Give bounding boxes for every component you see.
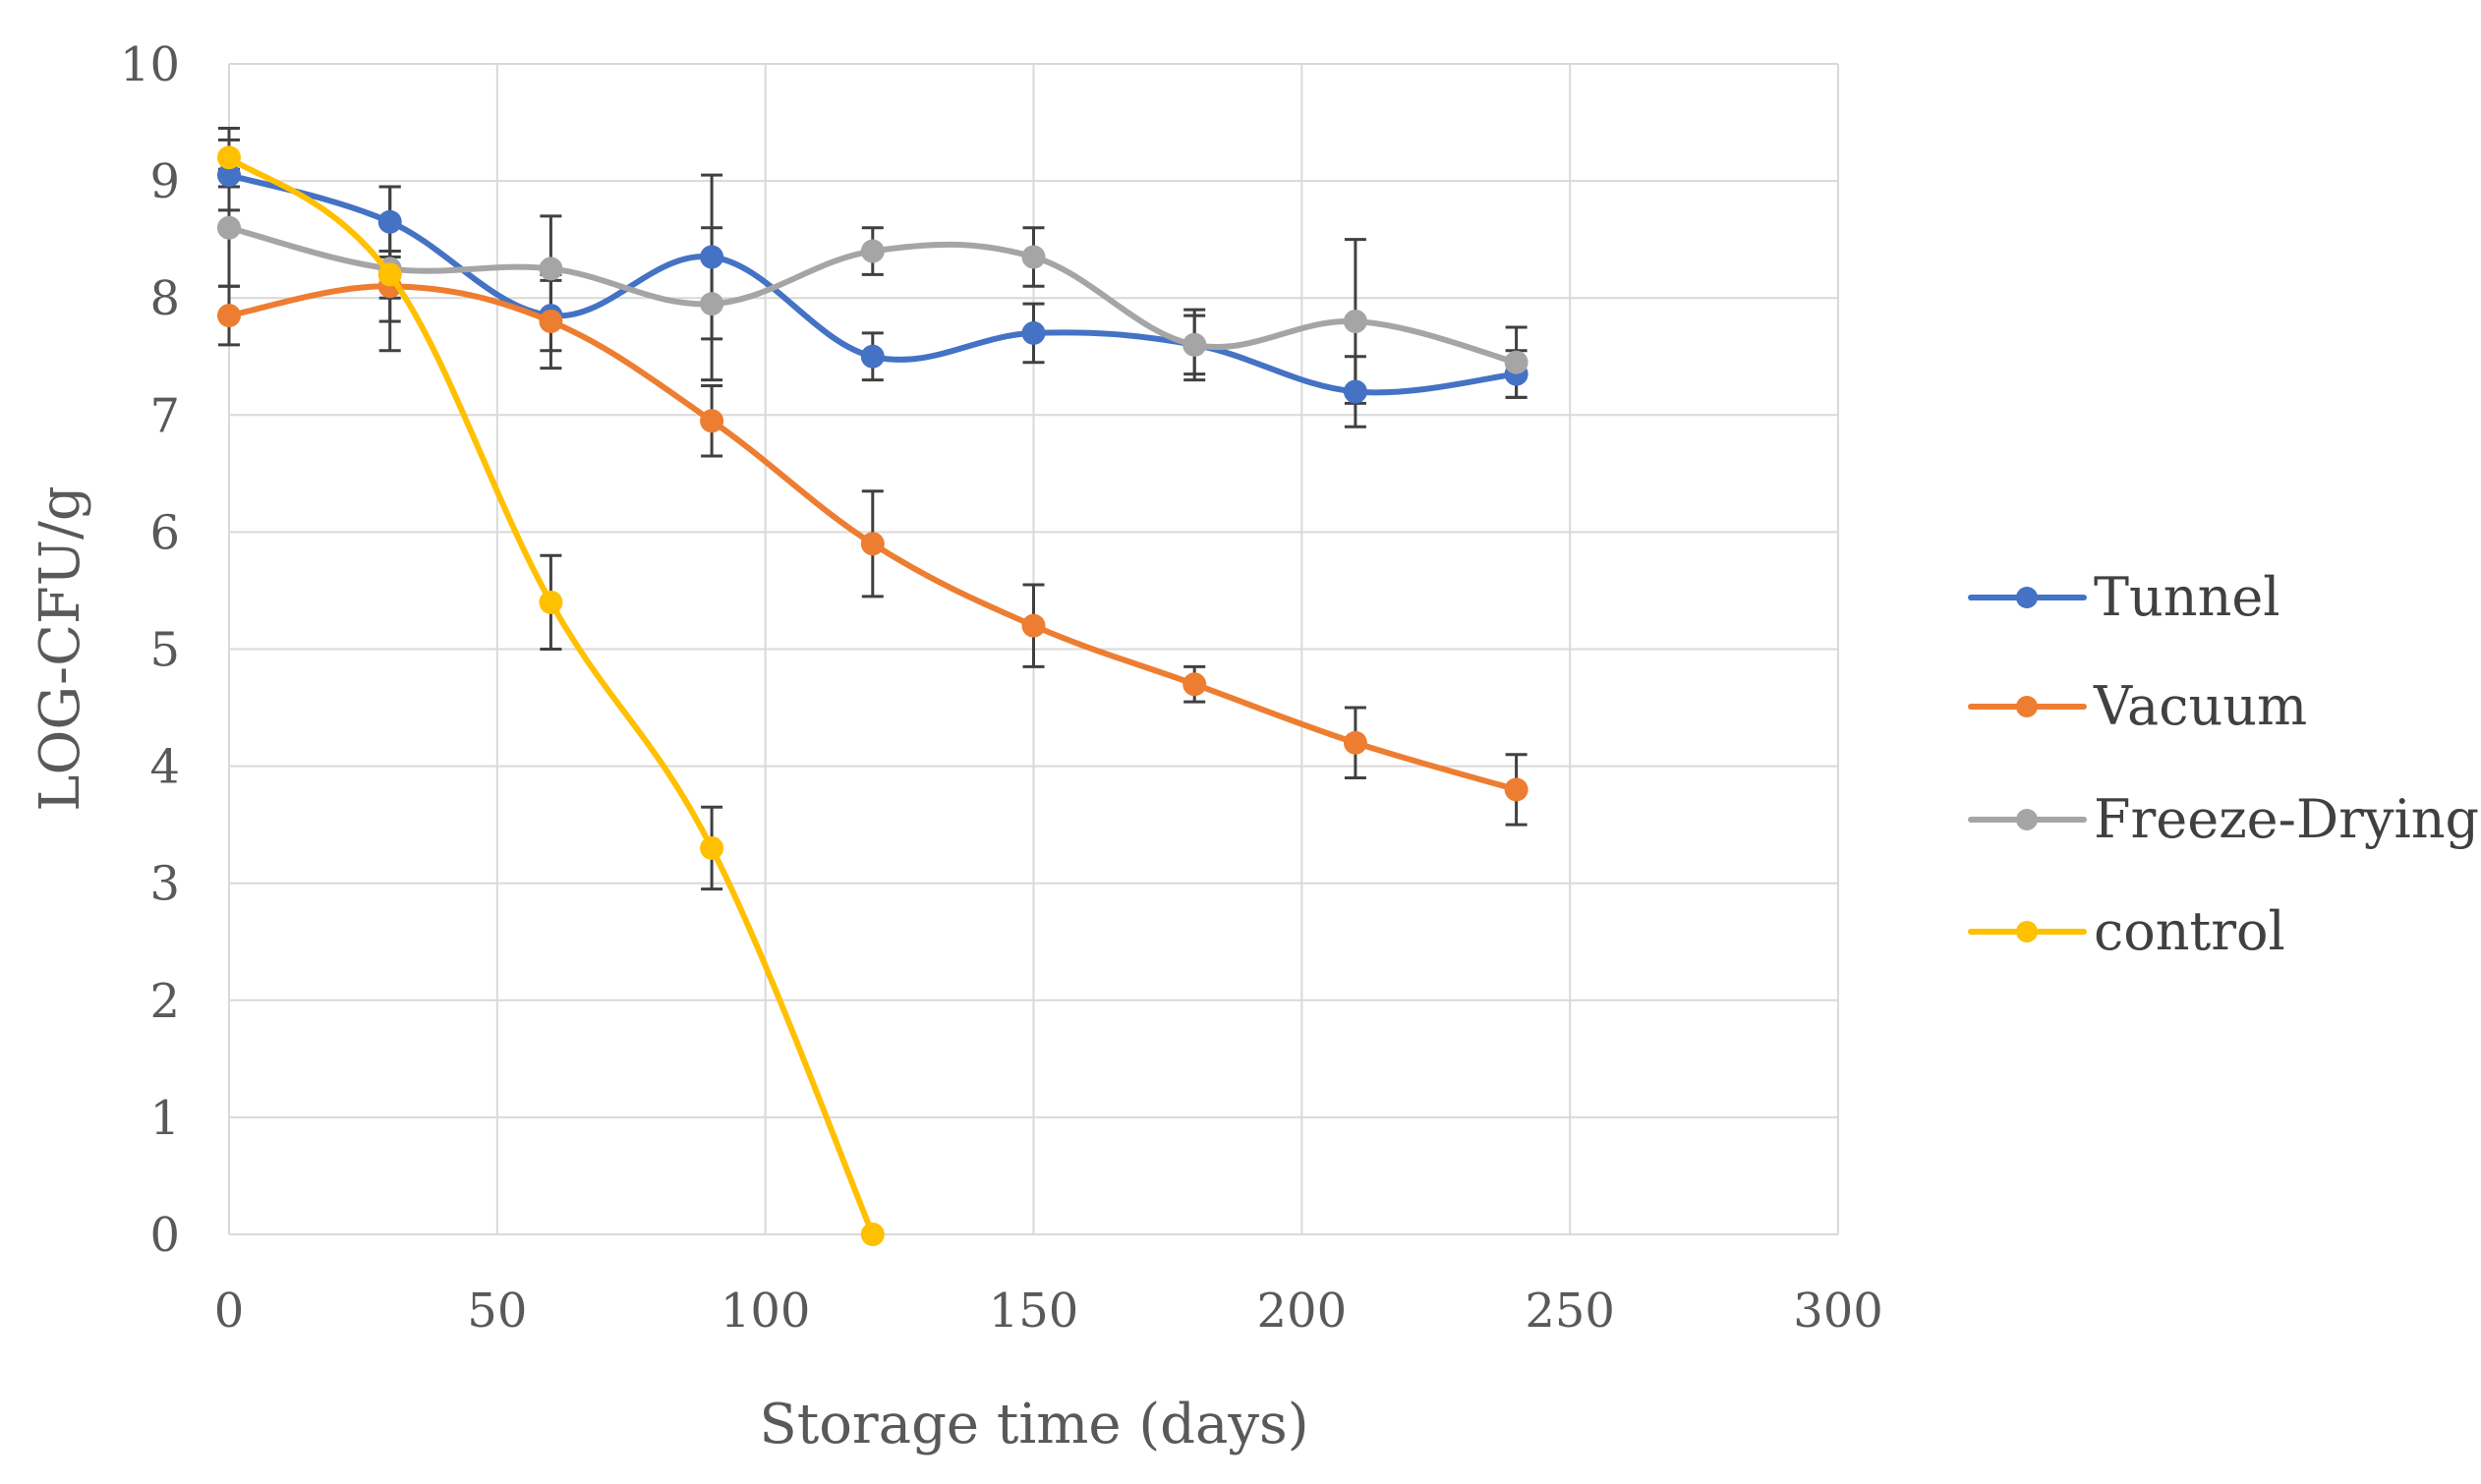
y-tick-label: 1: [149, 1091, 180, 1146]
data-point-vacuum: [700, 409, 724, 433]
legend-marker-vacuum: [2016, 696, 2038, 717]
x-tick-label: 50: [467, 1284, 527, 1339]
series-control: [217, 145, 885, 1246]
data-point-vacuum: [539, 310, 563, 334]
data-point-tunnel: [860, 344, 885, 369]
data-point-control: [700, 835, 724, 860]
y-tick-label: 0: [149, 1208, 180, 1263]
series-tunnel: [217, 163, 1529, 404]
data-point-tunnel: [1343, 379, 1367, 404]
series-line-control: [226, 154, 876, 1237]
y-tick-label: 4: [149, 740, 180, 795]
legend-label-freeze-drying: Freeze-Drying: [2094, 788, 2479, 850]
data-point-freeze-drying: [1504, 350, 1529, 374]
data-point-freeze-drying: [860, 239, 885, 263]
x-tick-label: 250: [1525, 1284, 1615, 1339]
y-axis-title: LOG-CFU/g: [29, 485, 92, 811]
data-point-freeze-drying: [1183, 332, 1207, 357]
y-tick-label: 3: [149, 857, 180, 912]
legend-marker-control: [2016, 921, 2038, 942]
data-point-freeze-drying: [700, 292, 724, 316]
data-point-tunnel: [377, 209, 402, 234]
data-point-tunnel: [1021, 320, 1046, 345]
data-point-freeze-drying: [1021, 245, 1046, 269]
x-tick-label: 300: [1793, 1284, 1883, 1339]
data-series: [217, 145, 1529, 1246]
legend-marker-freeze-drying: [2016, 809, 2038, 830]
y-tick-label: 2: [149, 974, 180, 1029]
x-tick-label: 200: [1257, 1284, 1348, 1339]
series-vacuum: [217, 274, 1529, 802]
data-point-tunnel: [700, 245, 724, 269]
data-point-control: [860, 1223, 885, 1246]
data-point-tunnel: [217, 163, 241, 188]
legend-label-vacuum: Vacuum: [2093, 675, 2307, 737]
legend-entry-vacuum: Vacuum: [1968, 675, 2307, 737]
data-point-control: [377, 262, 402, 287]
x-tick-label: 150: [989, 1284, 1079, 1339]
x-tick-label: 0: [214, 1284, 245, 1339]
y-tick-label: 7: [149, 388, 180, 443]
x-axis-title: Storage time (days): [759, 1393, 1308, 1456]
data-point-freeze-drying: [1343, 310, 1367, 334]
y-tick-label: 6: [149, 505, 180, 560]
data-point-freeze-drying: [217, 215, 241, 240]
legend-marker-tunnel: [2016, 587, 2038, 608]
data-point-control: [539, 590, 563, 614]
legend-label-control: control: [2094, 900, 2285, 962]
legend-entry-control: control: [1968, 900, 2285, 962]
data-point-control: [217, 145, 241, 170]
y-tick-label: 9: [149, 154, 180, 209]
data-point-freeze-drying: [539, 257, 563, 281]
data-point-vacuum: [217, 304, 241, 328]
y-tick-label: 5: [149, 623, 180, 678]
x-tick-label: 100: [721, 1284, 811, 1339]
legend-entry-freeze-drying: Freeze-Drying: [1968, 788, 2479, 850]
legend: Tunnel Vacuum Freeze-Drying control: [1968, 566, 2479, 962]
data-point-vacuum: [1504, 777, 1529, 802]
y-tick-label: 10: [120, 37, 180, 92]
series-line-tunnel: [226, 172, 1520, 396]
data-point-vacuum: [860, 532, 885, 556]
legend-entry-tunnel: Tunnel: [1968, 566, 2280, 628]
data-point-vacuum: [1183, 672, 1207, 697]
legend-label-tunnel: Tunnel: [2094, 566, 2280, 628]
data-point-vacuum: [1343, 730, 1367, 755]
y-tick-label: 8: [149, 271, 180, 326]
data-point-vacuum: [1021, 613, 1046, 638]
